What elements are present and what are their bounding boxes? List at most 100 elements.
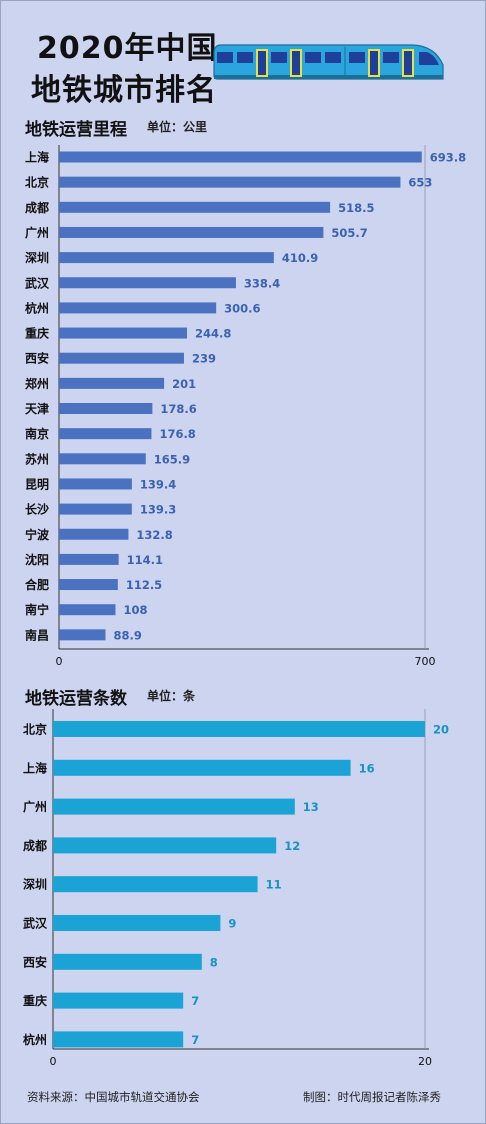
- bar: [59, 503, 132, 515]
- bar: [59, 604, 116, 616]
- category-label: 广州: [25, 225, 49, 240]
- value-label: 9: [228, 917, 236, 931]
- bar: [59, 302, 217, 314]
- value-label: 693.8: [430, 151, 466, 165]
- value-label: 300.6: [224, 301, 260, 315]
- x-tick-label: 0: [50, 1055, 57, 1068]
- bar: [59, 377, 165, 389]
- category-label: 合肥: [25, 577, 49, 592]
- value-label: 13: [303, 800, 319, 814]
- value-label: 132.8: [136, 528, 172, 542]
- category-label: 宁波: [25, 527, 50, 542]
- value-label: 201: [172, 377, 196, 391]
- category-label: 西安: [23, 954, 47, 969]
- category-label: 南昌: [25, 627, 49, 642]
- train-icon: [213, 44, 444, 80]
- value-label: 338.4: [244, 276, 280, 290]
- value-label: 176.8: [159, 427, 195, 441]
- value-label: 12: [284, 839, 300, 853]
- category-label: 武汉: [25, 275, 50, 290]
- category-label: 上海: [25, 150, 49, 165]
- category-label: 深圳: [23, 877, 47, 892]
- category-label: 成都: [25, 200, 49, 215]
- category-label: 南宁: [25, 602, 49, 617]
- value-label: 16: [359, 761, 375, 775]
- value-label: 112.5: [126, 578, 162, 592]
- chart-mileage: 上海 693.8 北京 653 成都 518.5 广州 505.7 深圳 410.9 武汉 338.4…: [25, 145, 466, 668]
- credit-note: 制图：时代周报记者陈泽秀: [303, 1090, 441, 1104]
- value-label: 139.4: [140, 477, 176, 491]
- bar: [59, 629, 106, 641]
- category-label: 西安: [25, 351, 49, 366]
- bar: [59, 277, 236, 289]
- value-label: 7: [191, 994, 199, 1008]
- value-label: 505.7: [331, 226, 367, 240]
- category-label: 深圳: [25, 250, 49, 265]
- bar: [59, 553, 119, 565]
- category-label: 北京: [25, 175, 49, 190]
- bar: [53, 915, 221, 931]
- bar: [59, 453, 146, 465]
- category-label: 广州: [23, 799, 47, 814]
- bar: [53, 837, 277, 854]
- value-label: 7: [191, 1033, 199, 1047]
- bar: [59, 252, 274, 264]
- category-label: 郑州: [25, 376, 49, 391]
- chart1-unit: 单位：公里: [147, 120, 208, 134]
- value-label: 11: [266, 878, 282, 892]
- category-label: 北京: [23, 722, 47, 737]
- page-title-line1: 2020年中国: [37, 31, 218, 66]
- value-label: 239: [192, 352, 216, 366]
- category-label: 重庆: [23, 993, 47, 1008]
- value-label: 518.5: [338, 201, 374, 215]
- value-label: 88.9: [113, 628, 141, 642]
- value-label: 178.6: [160, 402, 196, 416]
- bar: [53, 798, 295, 815]
- category-label: 杭州: [23, 1032, 47, 1047]
- value-label: 114.1: [127, 553, 163, 567]
- value-label: 139.3: [140, 503, 176, 517]
- category-label: 沈阳: [25, 552, 49, 567]
- category-label: 长沙: [25, 502, 49, 517]
- bar: [59, 151, 422, 163]
- category-label: 南京: [25, 426, 49, 441]
- bar: [59, 579, 118, 591]
- value-label: 165.9: [154, 452, 190, 466]
- category-label: 武汉: [23, 916, 48, 931]
- value-label: 653: [408, 176, 432, 190]
- x-tick-label: 0: [56, 655, 63, 668]
- bar: [53, 759, 351, 776]
- value-label: 108: [123, 603, 147, 617]
- value-label: 410.9: [282, 251, 318, 265]
- bar: [59, 226, 324, 238]
- bar: [59, 428, 152, 440]
- bar: [53, 992, 184, 1009]
- category-label: 重庆: [25, 326, 49, 341]
- bar: [59, 176, 401, 188]
- category-label: 杭州: [25, 300, 49, 315]
- bar: [59, 403, 153, 414]
- bar: [53, 953, 202, 970]
- category-label: 昆明: [25, 477, 49, 491]
- category-label: 苏州: [25, 451, 49, 466]
- bar: [53, 721, 425, 737]
- page-title-line2: 地铁城市排名: [31, 73, 217, 108]
- category-label: 上海: [23, 760, 47, 775]
- bar: [53, 876, 258, 893]
- bar: [53, 1031, 184, 1048]
- chart2-title: 地铁运营条数: [25, 689, 127, 709]
- value-label: 20: [433, 723, 449, 737]
- bar: [59, 201, 331, 213]
- bar: [59, 478, 132, 490]
- source-note: 资料来源：中国城市轨道交通协会: [27, 1090, 200, 1104]
- bar: [59, 528, 129, 540]
- value-label: 244.8: [195, 327, 231, 341]
- chart-line-count: 北京 20 上海 16 广州 13 成都 12 深圳 11 武汉 9 西安 8 重庆 7 杭州 7 0 20: [23, 709, 449, 1068]
- chart2-unit: 单位：条: [147, 689, 196, 703]
- bar: [59, 352, 184, 364]
- x-tick-label: 700: [415, 655, 436, 668]
- category-label: 成都: [23, 838, 47, 853]
- x-tick-label: 20: [418, 1055, 432, 1068]
- category-label: 天津: [25, 401, 49, 416]
